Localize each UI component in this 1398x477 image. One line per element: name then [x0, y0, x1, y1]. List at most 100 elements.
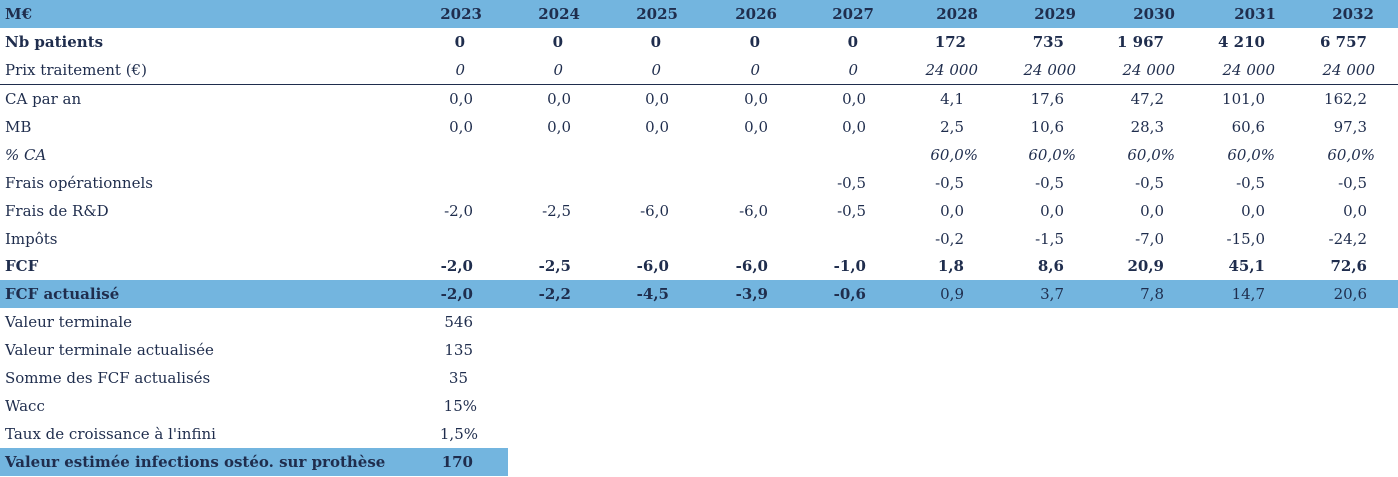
value-cell: 24 000: [1222, 61, 1276, 79]
summary-label: Valeur terminale actualisée: [5, 341, 214, 359]
value-cell: -0,6: [833, 285, 866, 303]
table-row-fcf-discounted: FCF actualisé -2,0 -2,2 -4,5 -3,9 -0,6 0…: [0, 280, 1398, 308]
summary-value: 1,5%: [439, 425, 478, 443]
table-row: CA par an 0,0 0,0 0,0 0,0 0,0 4,1 17,6 4…: [0, 85, 1398, 113]
summary-row-total: Valeur estimée infections ostéo. sur pro…: [0, 448, 508, 476]
value-cell: -0,5: [837, 174, 866, 192]
value-cell: 60,0%: [930, 146, 978, 164]
header-unit-label: M€: [5, 5, 33, 23]
value-cell: 24 000: [1322, 61, 1376, 79]
value-cell: 0,0: [842, 118, 866, 136]
section-divider: [0, 84, 1398, 85]
value-cell: 0: [552, 33, 563, 51]
value-cell: 0,0: [940, 202, 964, 220]
value-cell: 60,0%: [1028, 146, 1076, 164]
value-cell: 24 000: [925, 61, 979, 79]
value-cell: 162,2: [1324, 90, 1367, 108]
summary-value: 170: [441, 453, 473, 471]
summary-label: Somme des FCF actualisés: [5, 369, 211, 387]
value-cell: -24,2: [1328, 230, 1367, 248]
year-cell: 2030: [1133, 5, 1175, 23]
value-cell: -6,0: [636, 257, 669, 275]
value-cell: -0,5: [1338, 174, 1367, 192]
value-cell: -0,5: [935, 174, 964, 192]
summary-row: Wacc 15%: [0, 392, 1398, 420]
table-row: Frais de R&D -2,0 -2,5 -6,0 -6,0 -0,5 0,…: [0, 197, 1398, 225]
value-cell: -1,5: [1035, 230, 1064, 248]
value-cell: -0,5: [1236, 174, 1265, 192]
value-cell: -0,5: [837, 202, 866, 220]
year-cell: 2031: [1234, 5, 1276, 23]
value-cell: -6,0: [739, 202, 768, 220]
value-cell: -0,5: [1135, 174, 1164, 192]
table-row: Nb patients 0 0 0 0 0 172 735 1 967 4 21…: [0, 28, 1398, 56]
value-cell: 0: [848, 61, 858, 79]
value-cell: 24 000: [1122, 61, 1176, 79]
value-cell: 1 967: [1117, 33, 1164, 51]
value-cell: 8,6: [1037, 257, 1064, 275]
value-cell: 45,1: [1228, 257, 1265, 275]
summary-value: 546: [444, 313, 473, 331]
value-cell: 0: [553, 61, 563, 79]
value-cell: 0,0: [645, 118, 669, 136]
value-cell: 0: [750, 61, 760, 79]
summary-value: 35: [448, 369, 468, 387]
row-label: CA par an: [5, 90, 82, 108]
value-cell: 0: [749, 33, 760, 51]
table-row: Frais opérationnels -0,5 -0,5 -0,5 -0,5 …: [0, 169, 1398, 197]
value-cell: 0,0: [1040, 202, 1064, 220]
value-cell: 60,0%: [1327, 146, 1375, 164]
summary-label: Wacc: [5, 397, 45, 415]
value-cell: 4,1: [940, 90, 964, 108]
value-cell: -2,0: [440, 285, 473, 303]
value-cell: 10,6: [1030, 118, 1064, 136]
year-cell: 2032: [1332, 5, 1374, 23]
value-cell: 172: [934, 33, 966, 51]
summary-row: Valeur terminale 546: [0, 308, 1398, 336]
value-cell: -2,2: [538, 285, 571, 303]
value-cell: -0,2: [935, 230, 964, 248]
row-label: MB: [5, 118, 32, 136]
value-cell: 0,9: [940, 285, 964, 303]
value-cell: 1,8: [937, 257, 964, 275]
value-cell: -4,5: [636, 285, 669, 303]
row-label: FCF: [5, 257, 39, 275]
year-cell: 2026: [735, 5, 777, 23]
table-row: MB 0,0 0,0 0,0 0,0 0,0 2,5 10,6 28,3 60,…: [0, 113, 1398, 141]
summary-label: Valeur estimée infections ostéo. sur pro…: [5, 453, 386, 471]
year-cell: 2027: [832, 5, 874, 23]
value-cell: 0: [650, 33, 661, 51]
table-row: Impôts -0,2 -1,5 -7,0 -15,0 -24,2: [0, 225, 1398, 253]
table-row: % CA 60,0% 60,0% 60,0% 60,0% 60,0%: [0, 141, 1398, 169]
value-cell: 97,3: [1333, 118, 1367, 136]
value-cell: 0,0: [449, 118, 473, 136]
summary-row: Taux de croissance à l'infini 1,5%: [0, 420, 1398, 448]
value-cell: 0,0: [449, 90, 473, 108]
value-cell: -7,0: [1135, 230, 1164, 248]
value-cell: -2,0: [440, 257, 473, 275]
summary-row: Valeur terminale actualisée 135: [0, 336, 1398, 364]
year-cell: 2029: [1034, 5, 1076, 23]
value-cell: -2,5: [538, 257, 571, 275]
value-cell: -6,0: [735, 257, 768, 275]
value-cell: 28,3: [1130, 118, 1164, 136]
value-cell: 101,0: [1222, 90, 1265, 108]
row-label: Impôts: [5, 230, 58, 248]
value-cell: 0: [847, 33, 858, 51]
row-label: Frais de R&D: [5, 202, 109, 220]
value-cell: 0,0: [547, 90, 571, 108]
value-cell: 0,0: [1140, 202, 1164, 220]
value-cell: -2,5: [542, 202, 571, 220]
summary-label: Taux de croissance à l'infini: [5, 425, 216, 443]
value-cell: 0,0: [842, 90, 866, 108]
value-cell: 14,7: [1231, 285, 1265, 303]
row-label: Prix traitement (€): [5, 61, 147, 79]
summary-row: Somme des FCF actualisés 35: [0, 364, 1398, 392]
value-cell: 0,0: [547, 118, 571, 136]
row-label: % CA: [5, 146, 47, 164]
value-cell: -1,0: [833, 257, 866, 275]
value-cell: 0,0: [744, 90, 768, 108]
row-label: Nb patients: [5, 33, 104, 51]
value-cell: 0,0: [1241, 202, 1265, 220]
value-cell: -15,0: [1226, 230, 1265, 248]
